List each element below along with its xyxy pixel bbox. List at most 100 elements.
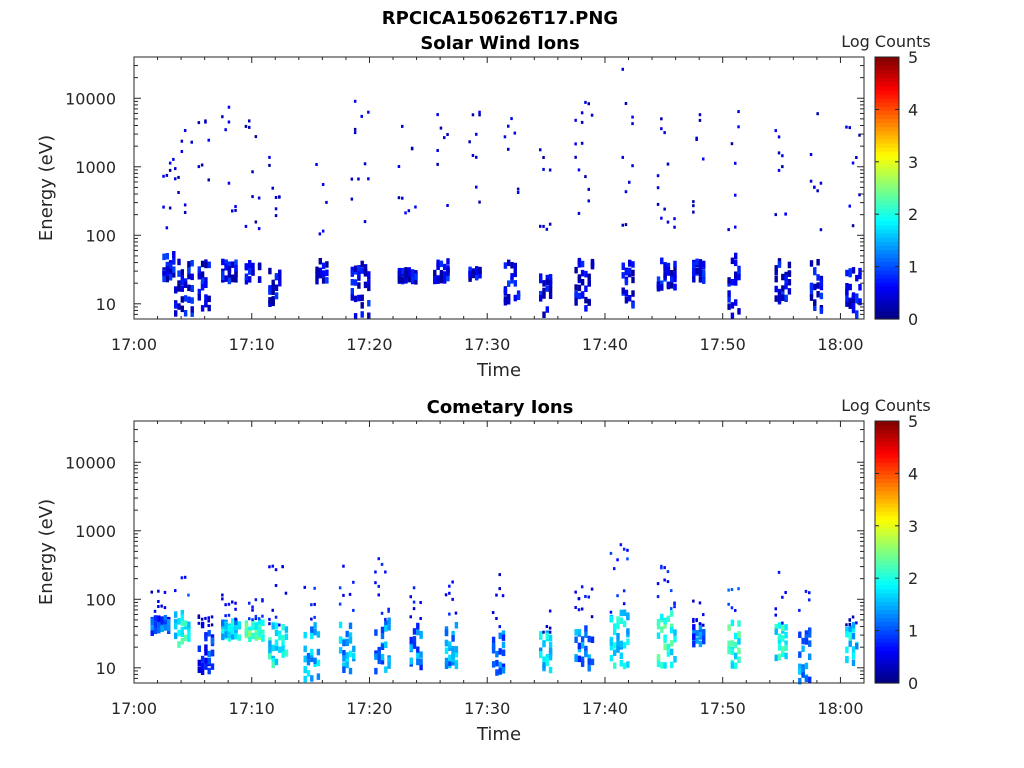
spectrogram-cell [409,615,412,619]
spectrogram-cell [858,133,861,137]
spectrogram-cell [809,153,813,156]
spectrogram-cell [281,565,284,569]
colorbar-segment [875,556,899,561]
spectrogram-cell [590,587,594,591]
spectrogram-cell [231,275,235,283]
spectrogram-cell [495,659,499,667]
spectrogram-cell [174,622,178,630]
spectrogram-cell [407,268,411,275]
colorbar-segment [875,633,899,639]
colorbar-segment [875,306,899,312]
spectrogram-cell [580,141,584,145]
colorbar-segment [875,233,899,238]
spectrogram-cell [673,260,677,268]
colorbar-segment [875,298,899,304]
spectrogram-cell [157,626,161,634]
colorbar-segment [875,65,899,70]
spectrogram-cell [310,675,314,682]
y-tick-label: 100 [85,590,116,609]
spectrogram-cell [345,630,349,638]
spectrogram-cell [325,269,329,277]
spectrogram-cell [507,294,511,301]
spectrogram-cell [367,177,370,181]
spectrogram-cell [377,557,380,561]
spectrogram-cell [183,211,187,214]
spectrogram-cell [187,593,190,597]
spectrogram-cell [444,626,449,633]
spectrogram-cell [851,632,856,640]
spectrogram-cell [221,633,225,641]
spectrogram-cell [777,261,782,268]
spectrogram-cell [444,629,449,637]
spectrogram-cell [416,646,420,653]
colorbar-segment [875,294,899,300]
spectrogram-cell [616,646,620,653]
spectrogram-cell [858,193,861,197]
spectrogram-cell [622,662,627,670]
spectrogram-cell [656,276,661,283]
spectrogram-cell [234,618,238,625]
spectrogram-cell [698,623,703,630]
spectrogram-cell [200,277,205,284]
colorbar-segment [875,192,899,197]
colorbar-segment [875,539,899,545]
spectrogram-cell [845,656,849,664]
spectrogram-cell [448,584,451,588]
spectrogram-cell [278,623,281,627]
spectrogram-cell [377,650,381,657]
spectrogram-cell [204,616,207,620]
spectrogram-cell [475,273,479,280]
x-tick-label: 17:30 [464,335,510,354]
spectrogram-cell [315,266,319,274]
y-tick-label: 10000 [65,453,116,472]
spectrogram-cell [180,150,184,153]
spectrogram-cell [303,585,306,589]
colorbar-segment [875,662,899,668]
spectrogram-cell [163,615,168,622]
spectrogram-cell [692,261,696,269]
spectrogram-cell [727,624,731,631]
spectrogram-cell [498,632,502,640]
spectrogram-cell [207,138,210,142]
spectrogram-cell [666,162,670,166]
colorbar-segment [875,670,899,676]
spectrogram-cell [787,261,792,269]
spectrogram-cell [410,269,415,277]
spectrogram-cell [616,633,620,640]
spectrogram-cell [414,278,418,285]
spectrogram-cell [631,302,635,309]
colorbar-segment [875,269,899,275]
spectrogram-cell [495,593,498,597]
spectrogram-cell [548,653,553,661]
spectrogram-cell [777,653,782,661]
spectrogram-cell [268,622,271,626]
colorbar-segment [875,257,899,263]
spectrogram-cell [227,105,231,109]
spectrogram-cell [251,623,255,630]
spectrogram-cell [507,124,510,128]
colorbar-segment [875,453,899,459]
spectrogram-cell [387,662,391,669]
y-tick-label: 10 [96,659,116,678]
x-axis: 17:00 17:10 17:20 17:30 17:40 17:50 18:00 [111,57,865,354]
spectrogram-cell [401,276,405,284]
spectrogram-cell [787,270,792,277]
spectrogram-cell [278,633,282,641]
spectrogram-cell [781,621,784,625]
spectrogram-cell [278,195,281,199]
spectrogram-cell [150,629,154,636]
spectrogram-cell [548,630,552,634]
colorbar-segment [875,314,899,320]
spectrogram-cell [619,660,623,667]
spectrogram-cell [590,262,595,270]
colorbar-segment [875,621,899,627]
spectrogram-cell [587,299,591,306]
spectrogram-cell [734,609,737,612]
spectrogram-cell [410,147,414,151]
spectrogram-cell [451,645,455,653]
spectrogram-cell [187,625,191,632]
spectrogram-cell [663,617,667,625]
spectrogram-cell [439,260,444,268]
colorbar-segment [875,81,899,87]
spectrogram-cell [313,602,316,606]
